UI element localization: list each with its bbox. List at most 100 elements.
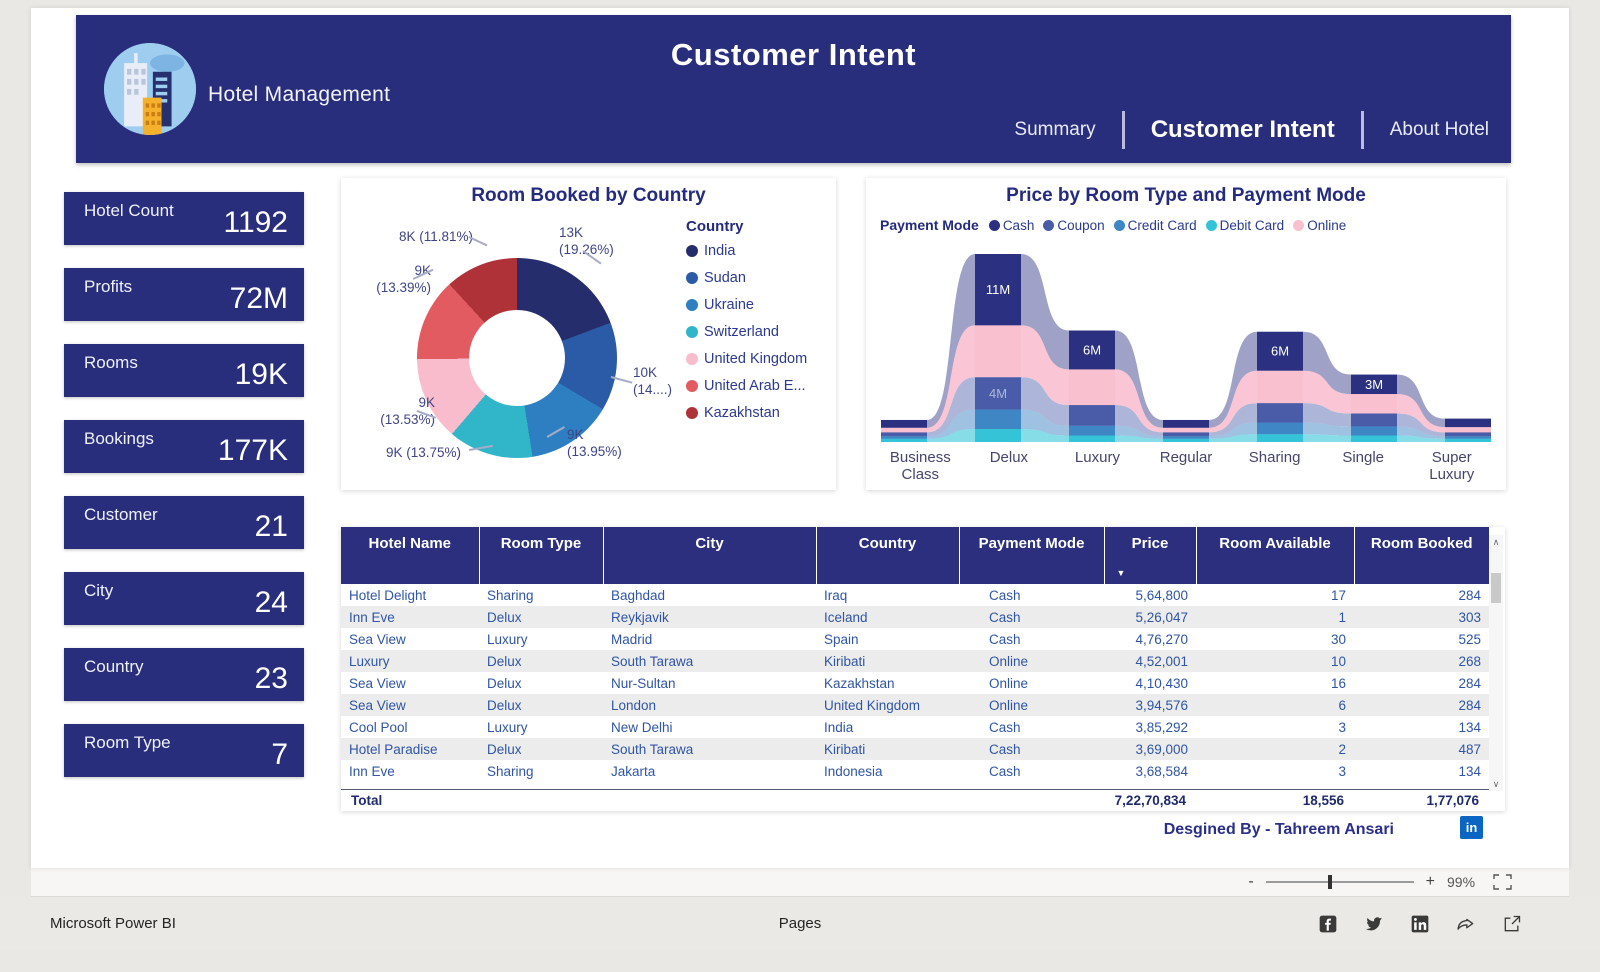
ribbon-column-segment[interactable] bbox=[1163, 436, 1209, 439]
ribbon-data-label: 11M bbox=[986, 282, 1010, 297]
linkedin-badge-icon[interactable]: in bbox=[1460, 816, 1483, 839]
table-row[interactable]: Sea View Delux London United Kingdom Online 3… bbox=[341, 694, 1489, 716]
ribbon-band-coupon[interactable] bbox=[881, 377, 1491, 437]
table-scrollbar[interactable]: ∧ ∨ bbox=[1489, 535, 1503, 791]
ribbon-column-segment[interactable] bbox=[975, 409, 1021, 430]
zoom-slider-thumb[interactable] bbox=[1327, 875, 1332, 889]
nav-tab-customer-intent[interactable]: Customer Intent bbox=[1150, 116, 1335, 143]
ribbon-column-segment[interactable] bbox=[881, 427, 927, 433]
table-row[interactable]: Hotel Delight Sharing Baghdad Iraq Cash 5,64,… bbox=[341, 584, 1489, 606]
ribbon-column-segment[interactable] bbox=[1163, 419, 1209, 428]
linkedin-icon[interactable] bbox=[1410, 914, 1430, 934]
column-header-price[interactable]: Price ▼ bbox=[1103, 527, 1196, 584]
table-cell: 3 bbox=[1338, 763, 1346, 779]
ribbon-column-segment[interactable] bbox=[1069, 435, 1115, 442]
ribbon-x-axis: Business Class Delux Luxury Regular Sharing S… bbox=[876, 449, 1496, 483]
ribbon-column-segment[interactable] bbox=[1257, 403, 1303, 423]
legend-item-credit-card[interactable]: Credit Card bbox=[1113, 218, 1197, 233]
ribbon-column-segment[interactable] bbox=[975, 429, 1021, 442]
donut-chart-card: Room Booked by Country 13K (19.26%) 10K (14… bbox=[341, 178, 836, 490]
column-header-room-booked[interactable]: Room Booked bbox=[1353, 527, 1489, 584]
ribbon-column-segment[interactable] bbox=[975, 325, 1021, 378]
ribbon-column-segment[interactable] bbox=[1069, 369, 1115, 406]
table-row[interactable]: Inn Eve Delux Reykjavik Iceland Cash 5,26,047… bbox=[341, 606, 1489, 628]
ribbon-column-segment[interactable] bbox=[1445, 436, 1491, 439]
column-header-country[interactable]: Country bbox=[815, 527, 959, 584]
ribbon-column-segment[interactable] bbox=[1351, 394, 1397, 414]
twitter-icon[interactable] bbox=[1364, 914, 1384, 934]
ribbon-column-segment[interactable] bbox=[1445, 427, 1491, 433]
legend-item-switzerland[interactable]: Switzerland bbox=[686, 324, 807, 340]
facebook-icon[interactable] bbox=[1318, 914, 1338, 934]
ribbon-column-segment[interactable] bbox=[881, 432, 927, 437]
ribbon-column-segment[interactable] bbox=[975, 254, 1021, 326]
ribbon-column-segment[interactable] bbox=[1069, 425, 1115, 436]
legend-item-sudan[interactable]: Sudan bbox=[686, 270, 807, 286]
table-cell: Delux bbox=[479, 694, 603, 716]
fit-to-page-icon[interactable] bbox=[1493, 874, 1512, 890]
ribbon-column-segment[interactable] bbox=[1163, 432, 1209, 437]
donut-label-united-kingdom: 9K (13.53%) bbox=[380, 395, 435, 427]
ribbon-column-segment[interactable] bbox=[1351, 426, 1397, 436]
column-header-payment-mode[interactable]: Payment Mode bbox=[958, 527, 1104, 584]
ribbon-band-debit-card[interactable] bbox=[881, 429, 1491, 442]
legend-item-united-arab-e-[interactable]: United Arab E... bbox=[686, 378, 807, 394]
ribbon-band-online[interactable] bbox=[881, 325, 1491, 433]
scroll-down-icon[interactable]: ∨ bbox=[1492, 779, 1500, 789]
zoom-slider[interactable] bbox=[1265, 875, 1414, 889]
scroll-up-icon[interactable]: ∧ bbox=[1492, 537, 1500, 547]
legend-item-ukraine[interactable]: Ukraine bbox=[686, 297, 807, 313]
column-header-city[interactable]: City bbox=[602, 527, 816, 584]
zoom-in-button[interactable]: + bbox=[1425, 873, 1435, 890]
table-row[interactable]: Luxury Delux South Tarawa Kiribati Online 4,5… bbox=[341, 650, 1489, 672]
ribbon-column-segment[interactable] bbox=[1257, 434, 1303, 442]
scrollbar-thumb[interactable] bbox=[1491, 573, 1501, 603]
table-row[interactable]: Hotel Paradise Delux South Tarawa Kiribati C… bbox=[341, 738, 1489, 760]
legend-item-kazakhstan[interactable]: Kazakhstan bbox=[686, 405, 807, 421]
ribbon-column-segment[interactable] bbox=[1069, 405, 1115, 426]
ribbon-column-segment[interactable] bbox=[1163, 438, 1209, 442]
page-nav: Summary Customer Intent About Hotel bbox=[1014, 111, 1489, 149]
ribbon-chart[interactable]: 11M 4M 6M 6M 3M bbox=[876, 237, 1496, 449]
ribbon-band-cash[interactable] bbox=[881, 254, 1491, 428]
ribbon-band-credit-card[interactable] bbox=[881, 409, 1491, 439]
ribbon-column-segment[interactable] bbox=[1163, 427, 1209, 433]
ribbon-column-segment[interactable] bbox=[1351, 435, 1397, 442]
ribbon-column-segment[interactable] bbox=[1351, 413, 1397, 427]
x-axis-label: Regular bbox=[1159, 449, 1213, 466]
ribbon-column-segment[interactable] bbox=[1445, 438, 1491, 442]
nav-tab-about-hotel[interactable]: About Hotel bbox=[1389, 119, 1489, 140]
share-icon[interactable] bbox=[1456, 914, 1476, 934]
legend-item-online[interactable]: Online bbox=[1293, 218, 1346, 233]
donut-chart[interactable] bbox=[417, 258, 617, 458]
legend-item-coupon[interactable]: Coupon bbox=[1043, 218, 1105, 233]
ribbon-column-segment[interactable] bbox=[1257, 422, 1303, 435]
ribbon-column-segment[interactable] bbox=[881, 419, 927, 428]
ribbon-column-segment[interactable] bbox=[1257, 331, 1303, 371]
column-header-hotel-name[interactable]: Hotel Name bbox=[341, 527, 479, 584]
legend-label: Switzerland bbox=[704, 324, 779, 340]
ribbon-column-segment[interactable] bbox=[1445, 418, 1491, 428]
table-row[interactable]: Inn Eve Sharing Jakarta Indonesia Cash 3,68,5… bbox=[341, 760, 1489, 782]
column-header-room-type[interactable]: Room Type bbox=[478, 527, 603, 584]
ribbon-column-segment[interactable] bbox=[881, 436, 927, 439]
ribbon-column-segment[interactable] bbox=[975, 377, 1021, 410]
table-row[interactable]: Sea View Luxury Madrid Spain Cash 4,76,270 30 5… bbox=[341, 628, 1489, 650]
ribbon-column-segment[interactable] bbox=[1351, 374, 1397, 395]
table-row[interactable]: Cool Pool Luxury New Delhi India Cash 3,85,29… bbox=[341, 716, 1489, 738]
zoom-out-button[interactable]: - bbox=[1248, 873, 1254, 890]
legend-item-india[interactable]: India bbox=[686, 243, 807, 259]
table-row[interactable]: Sea View Delux Nur-Sultan Kazakhstan Online 4… bbox=[341, 672, 1489, 694]
legend-item-cash[interactable]: Cash bbox=[988, 218, 1034, 233]
ribbon-column-segment[interactable] bbox=[1257, 370, 1303, 404]
table-cell: 134 bbox=[1458, 763, 1481, 779]
column-header-room-available[interactable]: Room Available bbox=[1195, 527, 1354, 584]
ribbon-column-segment[interactable] bbox=[1445, 432, 1491, 437]
legend-item-debit-card[interactable]: Debit Card bbox=[1205, 218, 1284, 233]
ribbon-column-segment[interactable] bbox=[881, 438, 927, 442]
ribbon-column-segment[interactable] bbox=[1069, 330, 1115, 370]
nav-tab-summary[interactable]: Summary bbox=[1014, 119, 1096, 140]
legend-item-united-kingdom[interactable]: United Kingdom bbox=[686, 351, 807, 367]
table-cell: Cash bbox=[989, 763, 1021, 779]
popout-icon[interactable] bbox=[1502, 914, 1522, 934]
